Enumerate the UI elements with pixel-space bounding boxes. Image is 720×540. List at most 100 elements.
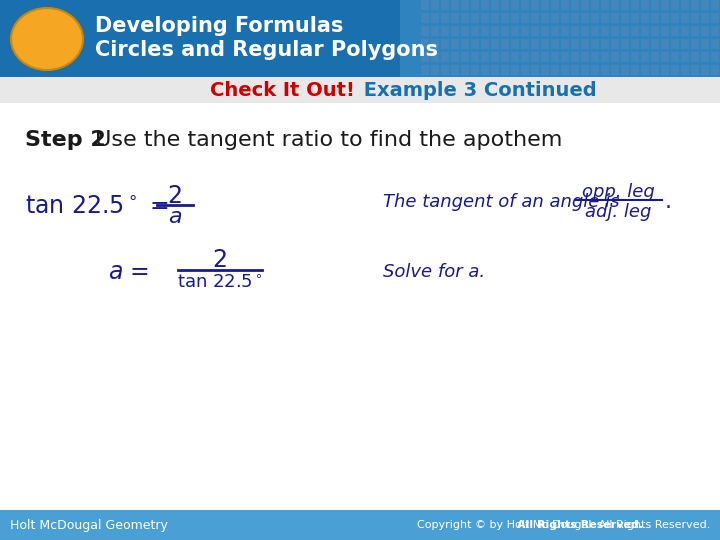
FancyBboxPatch shape (531, 0, 539, 10)
FancyBboxPatch shape (591, 0, 599, 10)
FancyBboxPatch shape (641, 13, 649, 23)
FancyBboxPatch shape (441, 65, 449, 75)
FancyBboxPatch shape (711, 26, 719, 36)
FancyBboxPatch shape (461, 13, 469, 23)
Text: $a$ =: $a$ = (108, 260, 149, 284)
FancyBboxPatch shape (471, 13, 479, 23)
FancyBboxPatch shape (681, 26, 689, 36)
FancyBboxPatch shape (581, 0, 589, 10)
FancyBboxPatch shape (691, 39, 699, 49)
FancyBboxPatch shape (461, 65, 469, 75)
FancyBboxPatch shape (561, 65, 569, 75)
FancyBboxPatch shape (581, 13, 589, 23)
FancyBboxPatch shape (481, 0, 489, 10)
FancyBboxPatch shape (451, 13, 459, 23)
FancyBboxPatch shape (651, 0, 659, 10)
FancyBboxPatch shape (651, 52, 659, 62)
FancyBboxPatch shape (631, 39, 639, 49)
FancyBboxPatch shape (511, 26, 519, 36)
FancyBboxPatch shape (611, 65, 619, 75)
Text: All Rights Reserved.: All Rights Reserved. (517, 520, 643, 530)
FancyBboxPatch shape (531, 13, 539, 23)
Text: The tangent of an angle is: The tangent of an angle is (383, 193, 619, 211)
FancyBboxPatch shape (671, 39, 679, 49)
FancyBboxPatch shape (501, 52, 509, 62)
FancyBboxPatch shape (421, 26, 429, 36)
FancyBboxPatch shape (571, 13, 579, 23)
Text: .: . (665, 192, 672, 212)
FancyBboxPatch shape (671, 13, 679, 23)
FancyBboxPatch shape (711, 52, 719, 62)
FancyBboxPatch shape (451, 39, 459, 49)
FancyBboxPatch shape (471, 39, 479, 49)
FancyBboxPatch shape (471, 65, 479, 75)
FancyBboxPatch shape (461, 26, 469, 36)
FancyBboxPatch shape (661, 0, 669, 10)
FancyBboxPatch shape (621, 26, 629, 36)
FancyBboxPatch shape (701, 26, 709, 36)
Text: Use the tangent ratio to find the apothem: Use the tangent ratio to find the apothe… (88, 130, 562, 150)
FancyBboxPatch shape (611, 52, 619, 62)
FancyBboxPatch shape (481, 52, 489, 62)
FancyBboxPatch shape (481, 13, 489, 23)
FancyBboxPatch shape (641, 65, 649, 75)
FancyBboxPatch shape (631, 0, 639, 10)
Text: opp. leg: opp. leg (582, 183, 654, 201)
Text: tan 22.5$^\circ$ =: tan 22.5$^\circ$ = (25, 195, 168, 219)
FancyBboxPatch shape (441, 13, 449, 23)
FancyBboxPatch shape (451, 26, 459, 36)
FancyBboxPatch shape (511, 52, 519, 62)
FancyBboxPatch shape (651, 65, 659, 75)
FancyBboxPatch shape (551, 26, 559, 36)
FancyBboxPatch shape (681, 13, 689, 23)
FancyBboxPatch shape (0, 0, 720, 77)
FancyBboxPatch shape (581, 26, 589, 36)
FancyBboxPatch shape (651, 26, 659, 36)
Text: Example 3 Continued: Example 3 Continued (357, 80, 597, 99)
FancyBboxPatch shape (601, 0, 609, 10)
FancyBboxPatch shape (491, 65, 499, 75)
FancyBboxPatch shape (641, 39, 649, 49)
FancyBboxPatch shape (671, 0, 679, 10)
FancyBboxPatch shape (581, 39, 589, 49)
FancyBboxPatch shape (621, 39, 629, 49)
FancyBboxPatch shape (601, 13, 609, 23)
FancyBboxPatch shape (451, 65, 459, 75)
Text: Circles and Regular Polygons: Circles and Regular Polygons (95, 40, 438, 60)
FancyBboxPatch shape (561, 13, 569, 23)
Text: 2: 2 (212, 248, 228, 272)
Text: tan 22.5$^\circ$: tan 22.5$^\circ$ (177, 274, 263, 292)
FancyBboxPatch shape (631, 13, 639, 23)
FancyBboxPatch shape (631, 26, 639, 36)
FancyBboxPatch shape (571, 26, 579, 36)
FancyBboxPatch shape (491, 39, 499, 49)
FancyBboxPatch shape (400, 0, 720, 77)
FancyBboxPatch shape (541, 39, 549, 49)
FancyBboxPatch shape (561, 26, 569, 36)
FancyBboxPatch shape (521, 0, 529, 10)
FancyBboxPatch shape (641, 52, 649, 62)
FancyBboxPatch shape (551, 52, 559, 62)
Text: Solve for a.: Solve for a. (383, 263, 485, 281)
FancyBboxPatch shape (561, 39, 569, 49)
FancyBboxPatch shape (691, 0, 699, 10)
FancyBboxPatch shape (601, 39, 609, 49)
FancyBboxPatch shape (671, 52, 679, 62)
FancyBboxPatch shape (611, 39, 619, 49)
FancyBboxPatch shape (481, 65, 489, 75)
FancyBboxPatch shape (581, 52, 589, 62)
FancyBboxPatch shape (511, 39, 519, 49)
FancyBboxPatch shape (611, 26, 619, 36)
FancyBboxPatch shape (641, 0, 649, 10)
FancyBboxPatch shape (531, 26, 539, 36)
FancyBboxPatch shape (441, 52, 449, 62)
FancyBboxPatch shape (651, 39, 659, 49)
FancyBboxPatch shape (701, 39, 709, 49)
Text: a: a (168, 207, 182, 227)
FancyBboxPatch shape (471, 0, 479, 10)
FancyBboxPatch shape (681, 0, 689, 10)
FancyBboxPatch shape (631, 52, 639, 62)
FancyBboxPatch shape (0, 77, 720, 103)
FancyBboxPatch shape (681, 65, 689, 75)
Text: Copyright © by Holt Mc Dougal. All Rights Reserved.: Copyright © by Holt Mc Dougal. All Right… (417, 520, 710, 530)
